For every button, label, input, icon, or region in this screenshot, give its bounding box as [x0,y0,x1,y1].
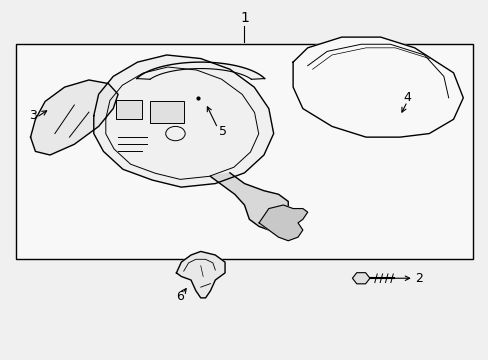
Text: 2: 2 [415,272,423,285]
Text: 6: 6 [176,289,184,303]
Bar [16,44,472,258]
Text: 3: 3 [29,109,37,122]
Polygon shape [292,37,462,137]
Bar [116,100,142,119]
Polygon shape [259,205,307,241]
Polygon shape [352,273,369,284]
Polygon shape [176,251,224,298]
Text: 4: 4 [403,91,410,104]
Bar [149,102,183,123]
Polygon shape [94,55,273,187]
Polygon shape [30,80,118,155]
Polygon shape [210,173,287,230]
Text: 5: 5 [218,125,226,138]
Polygon shape [137,62,264,79]
Circle shape [165,126,185,141]
Text: 1: 1 [240,10,248,24]
